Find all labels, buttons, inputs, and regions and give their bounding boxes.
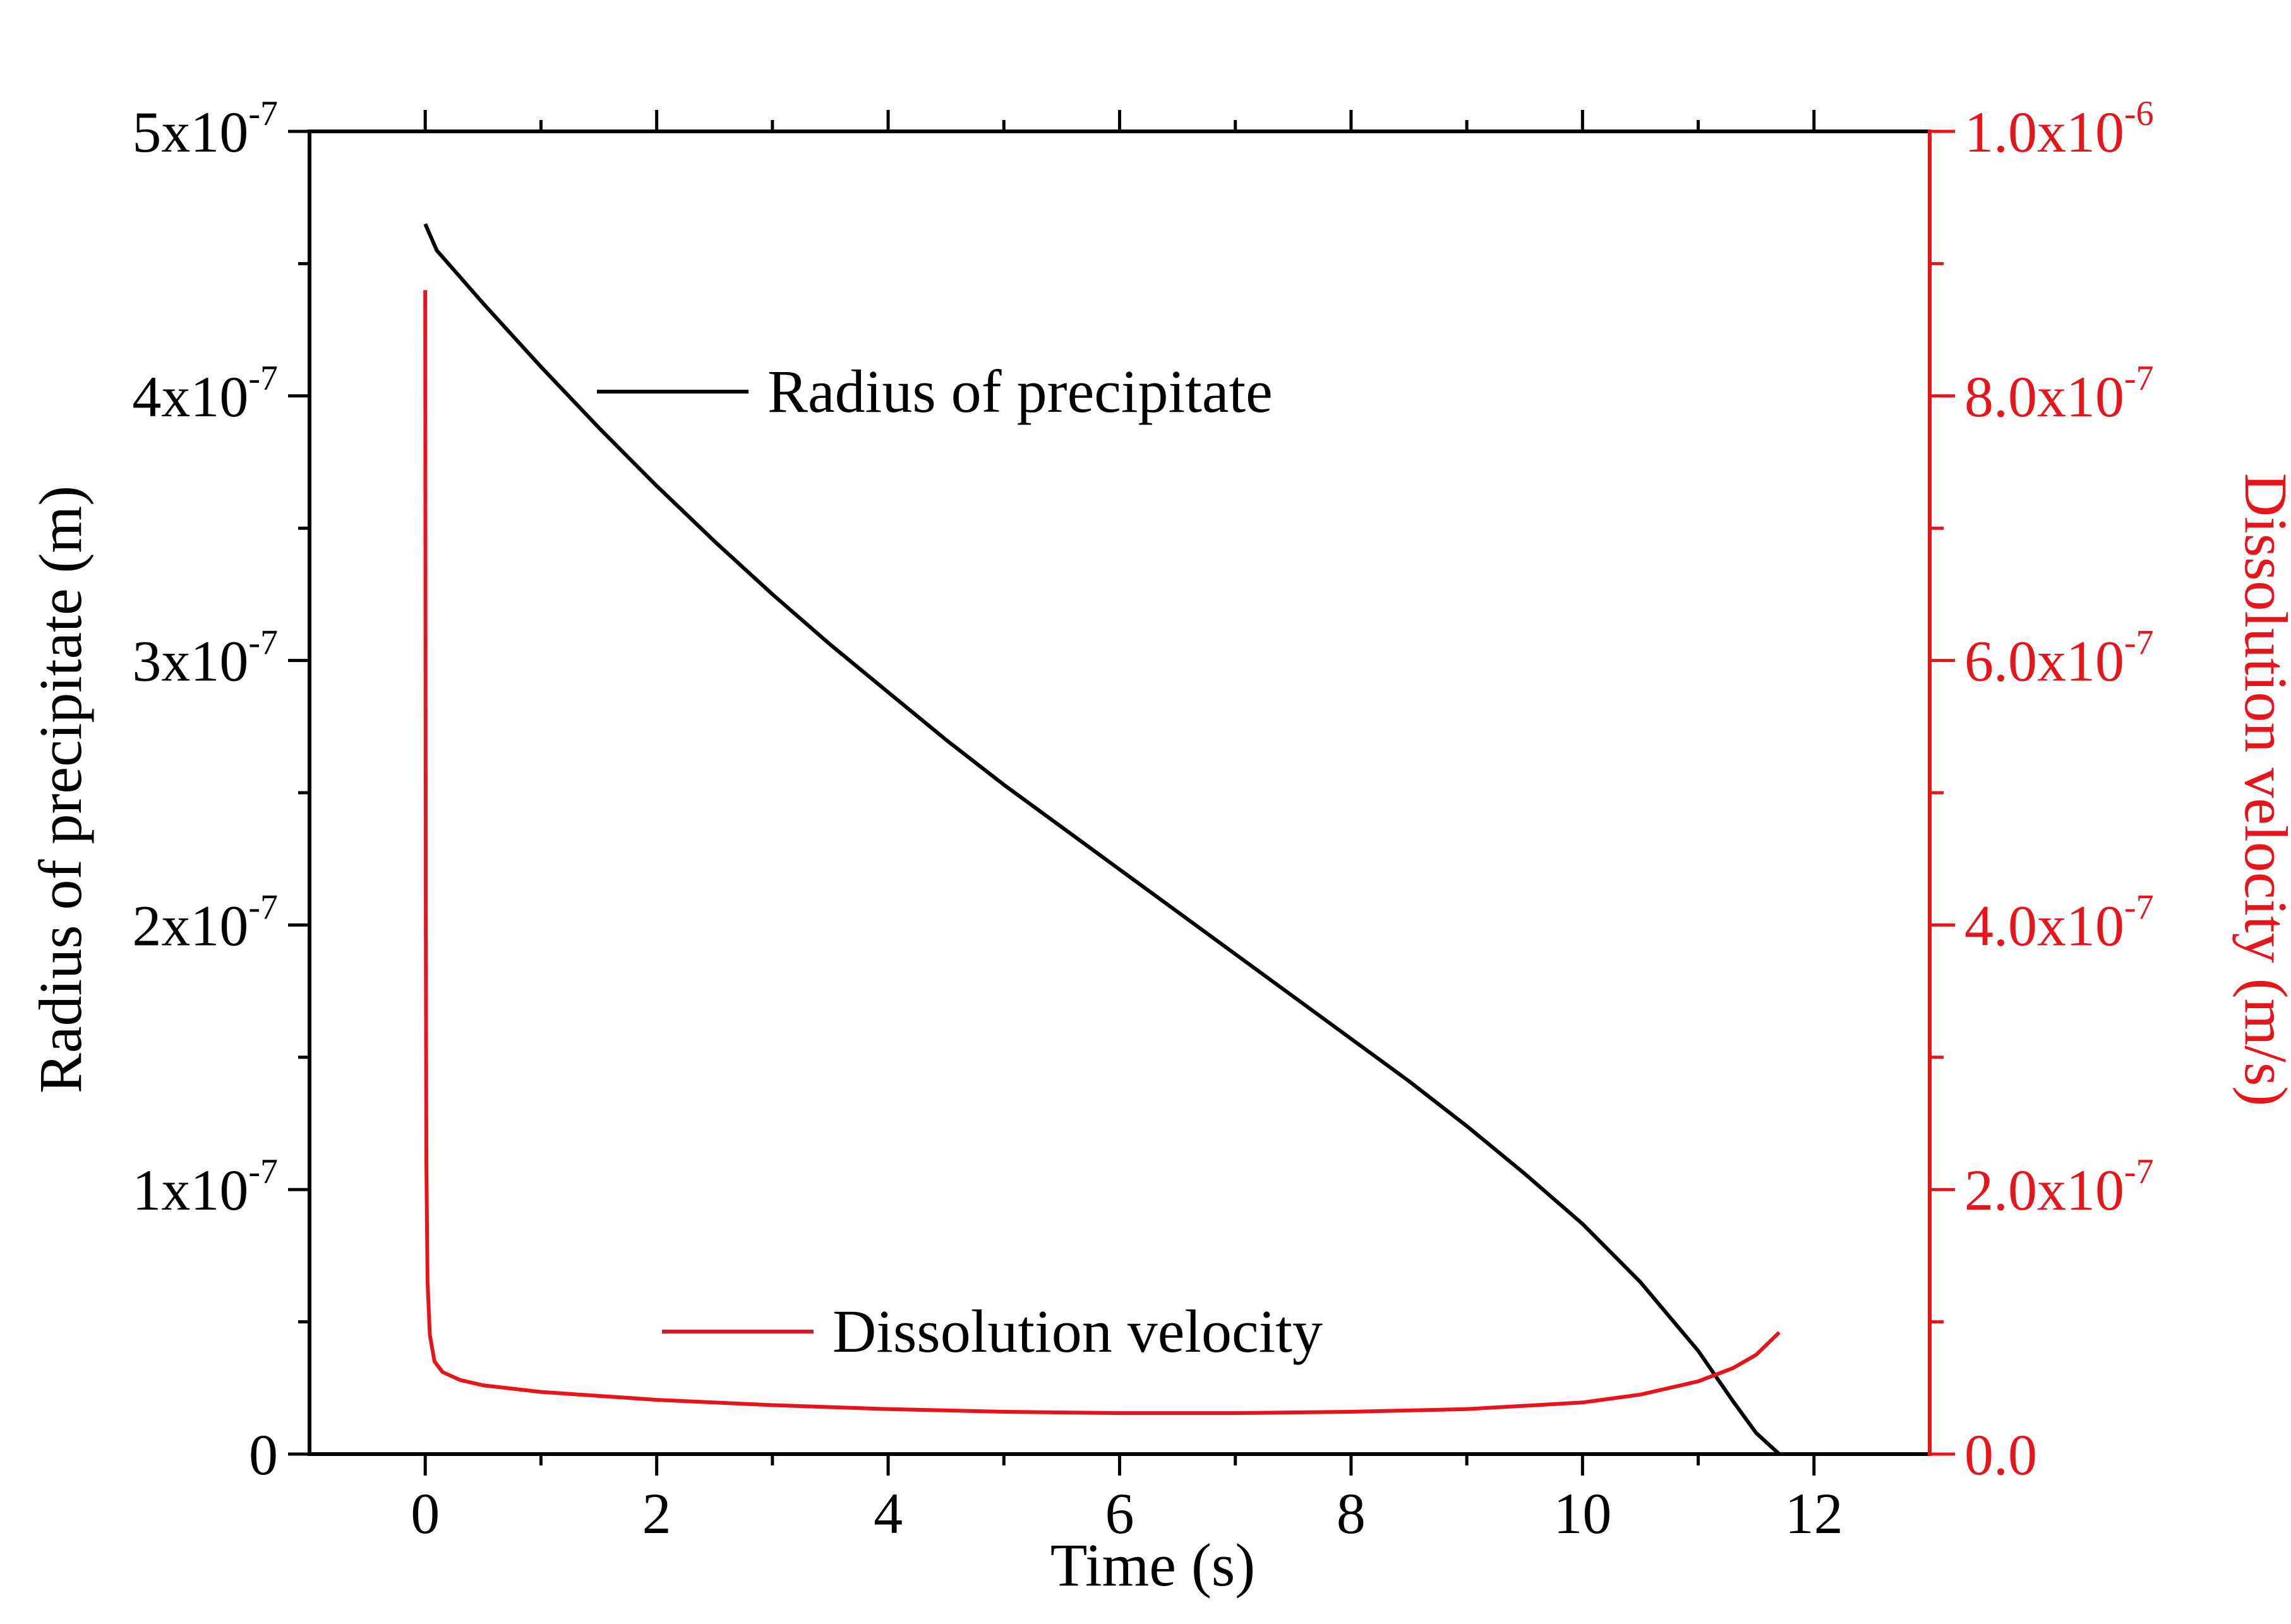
- plot-frame: [308, 129, 1932, 1456]
- y-right-tick-label: 4.0x10-7: [1964, 887, 2154, 958]
- y-left-tick-label: 4x10-7: [132, 359, 278, 429]
- y-axis-title-left: Radius of precipitate (m): [27, 486, 94, 1093]
- x-tick-label: 8: [1337, 1481, 1366, 1546]
- series-line-dissolution-velocity: [423, 290, 1781, 1416]
- y-right-tick-label: 8.0x10-7: [1964, 359, 2154, 429]
- legend-label-radius: Radius of precipitate: [767, 358, 1273, 425]
- x-tick-label: 4: [874, 1481, 903, 1546]
- y-right-tick-label: 2.0x10-7: [1964, 1152, 2154, 1222]
- y-left-tick-label: 5x10-7: [132, 94, 278, 164]
- x-tick-label: 6: [1105, 1481, 1134, 1546]
- y-right-tick-label: 1.0x10-6: [1964, 94, 2154, 164]
- series-line-radius-of-precipitate: [423, 223, 1781, 1456]
- x-tick-label: 0: [411, 1481, 440, 1546]
- x-tick-label: 10: [1553, 1481, 1611, 1546]
- series-layer: [423, 223, 1781, 1456]
- y-left-tick-label: 0: [249, 1423, 278, 1487]
- x-tick-label: 2: [642, 1481, 671, 1546]
- y-axis-title-right: Dissolution velocity (m/s): [2232, 473, 2291, 1107]
- y-left-tick-label: 1x10-7: [132, 1152, 278, 1222]
- legend: Radius of precipitate Dissolution veloci…: [597, 358, 1323, 1365]
- y-right-tick-label: 0.0: [1964, 1423, 2037, 1487]
- x-tick-label: 12: [1785, 1481, 1843, 1546]
- y-left-tick-label: 2x10-7: [132, 887, 278, 958]
- legend-label-velocity: Dissolution velocity: [833, 1297, 1323, 1365]
- x-axis-title: Time (s): [1050, 1531, 1256, 1599]
- axis-ticks: [288, 110, 1955, 1476]
- y-right-tick-label: 6.0x10-7: [1964, 623, 2154, 694]
- tick-labels: 0 2 4 6 8 10 12 0 1x10-7 2x10-7 3x10-7 4x10-7 5x10-7…: [132, 94, 2153, 1546]
- y-left-tick-label: 3x10-7: [132, 623, 278, 694]
